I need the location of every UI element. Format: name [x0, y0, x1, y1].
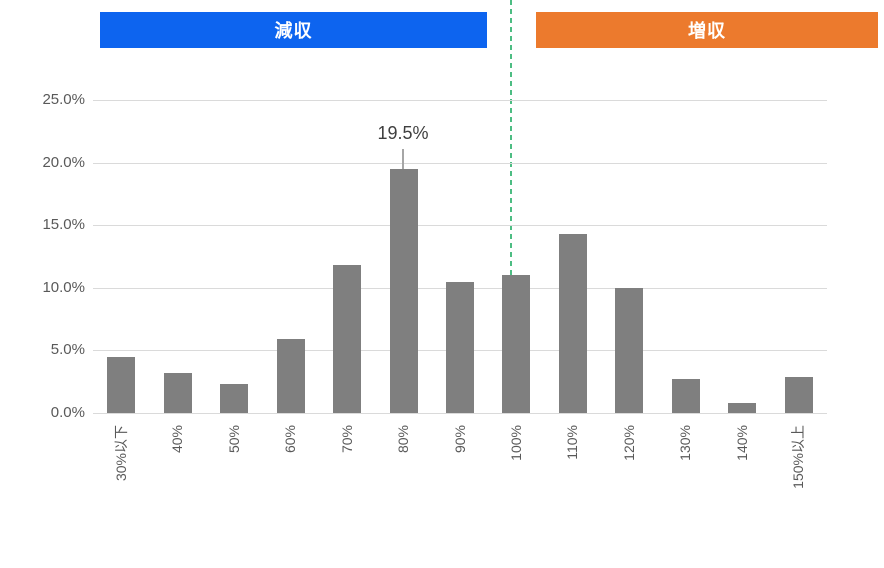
y-axis-tick-label: 25.0% [42, 91, 85, 108]
y-axis-tick-label: 0.0% [50, 404, 85, 421]
x-axis-tick-label: 150%以上 [790, 425, 807, 489]
y-axis-tick-label: 5.0% [50, 341, 85, 358]
x-axis-tick-label: 60% [282, 425, 299, 454]
x-axis-tick-label: 130% [677, 425, 694, 461]
bar-120% [615, 287, 644, 413]
x-axis-tick-label: 100% [507, 425, 524, 461]
bar-150%以上 [784, 376, 813, 413]
decrease-banner: 減収 [100, 12, 487, 48]
gridline [93, 100, 827, 101]
gridline [93, 225, 827, 226]
bar-40% [163, 372, 192, 413]
x-axis-tick-label: 90% [451, 425, 468, 454]
x-axis-tick-label: 30%以下 [112, 425, 129, 482]
x-axis-tick-label: 140% [733, 425, 750, 461]
x-axis-tick-label: 80% [395, 425, 412, 454]
bar-100% [502, 275, 531, 413]
gridline [93, 163, 827, 164]
increase-banner: 増収 [536, 12, 878, 48]
increase-banner-label: 増収 [688, 21, 726, 41]
bar-130% [671, 379, 700, 413]
bar-80% [389, 168, 418, 413]
y-axis-tick-label: 15.0% [42, 216, 85, 233]
bar-90% [446, 281, 474, 413]
bar-140% [728, 402, 757, 413]
bar-30%以下 [107, 356, 136, 413]
x-axis-tick-label: 70% [338, 425, 355, 454]
x-axis-tick-label: 50% [225, 425, 242, 454]
x-axis-tick-label: 110% [564, 425, 581, 460]
breakeven-dashed-line [510, 0, 512, 276]
x-axis-tick-label: 40% [169, 425, 186, 454]
gridline [93, 413, 827, 414]
bar-value-label: 19.5% [377, 123, 429, 143]
y-axis-tick-label: 20.0% [42, 154, 85, 171]
bar-60% [276, 339, 305, 413]
bar-70% [333, 265, 362, 413]
annotation-leader-line [402, 149, 404, 169]
bar-110% [558, 233, 587, 413]
decrease-banner-label: 減収 [274, 21, 313, 41]
y-axis-tick-label: 10.0% [42, 279, 85, 296]
bar-50% [220, 384, 249, 413]
x-axis-tick-label: 120% [620, 425, 637, 461]
